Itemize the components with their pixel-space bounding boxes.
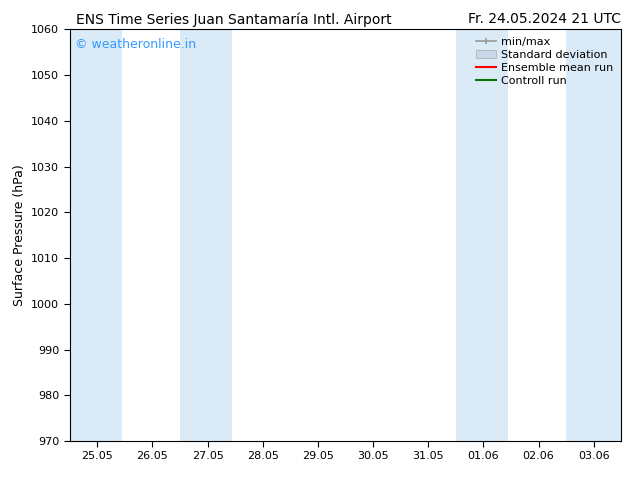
Legend: min/max, Standard deviation, Ensemble mean run, Controll run: min/max, Standard deviation, Ensemble me… — [474, 35, 616, 88]
Text: Fr. 24.05.2024 21 UTC: Fr. 24.05.2024 21 UTC — [469, 12, 621, 26]
Text: © weatheronline.in: © weatheronline.in — [75, 38, 197, 50]
Text: ENS Time Series Juan Santamaría Intl. Airport: ENS Time Series Juan Santamaría Intl. Ai… — [76, 12, 392, 27]
Bar — [70, 29, 122, 441]
Bar — [180, 29, 233, 441]
Bar — [456, 29, 508, 441]
Bar — [566, 29, 621, 441]
Y-axis label: Surface Pressure (hPa): Surface Pressure (hPa) — [13, 164, 25, 306]
